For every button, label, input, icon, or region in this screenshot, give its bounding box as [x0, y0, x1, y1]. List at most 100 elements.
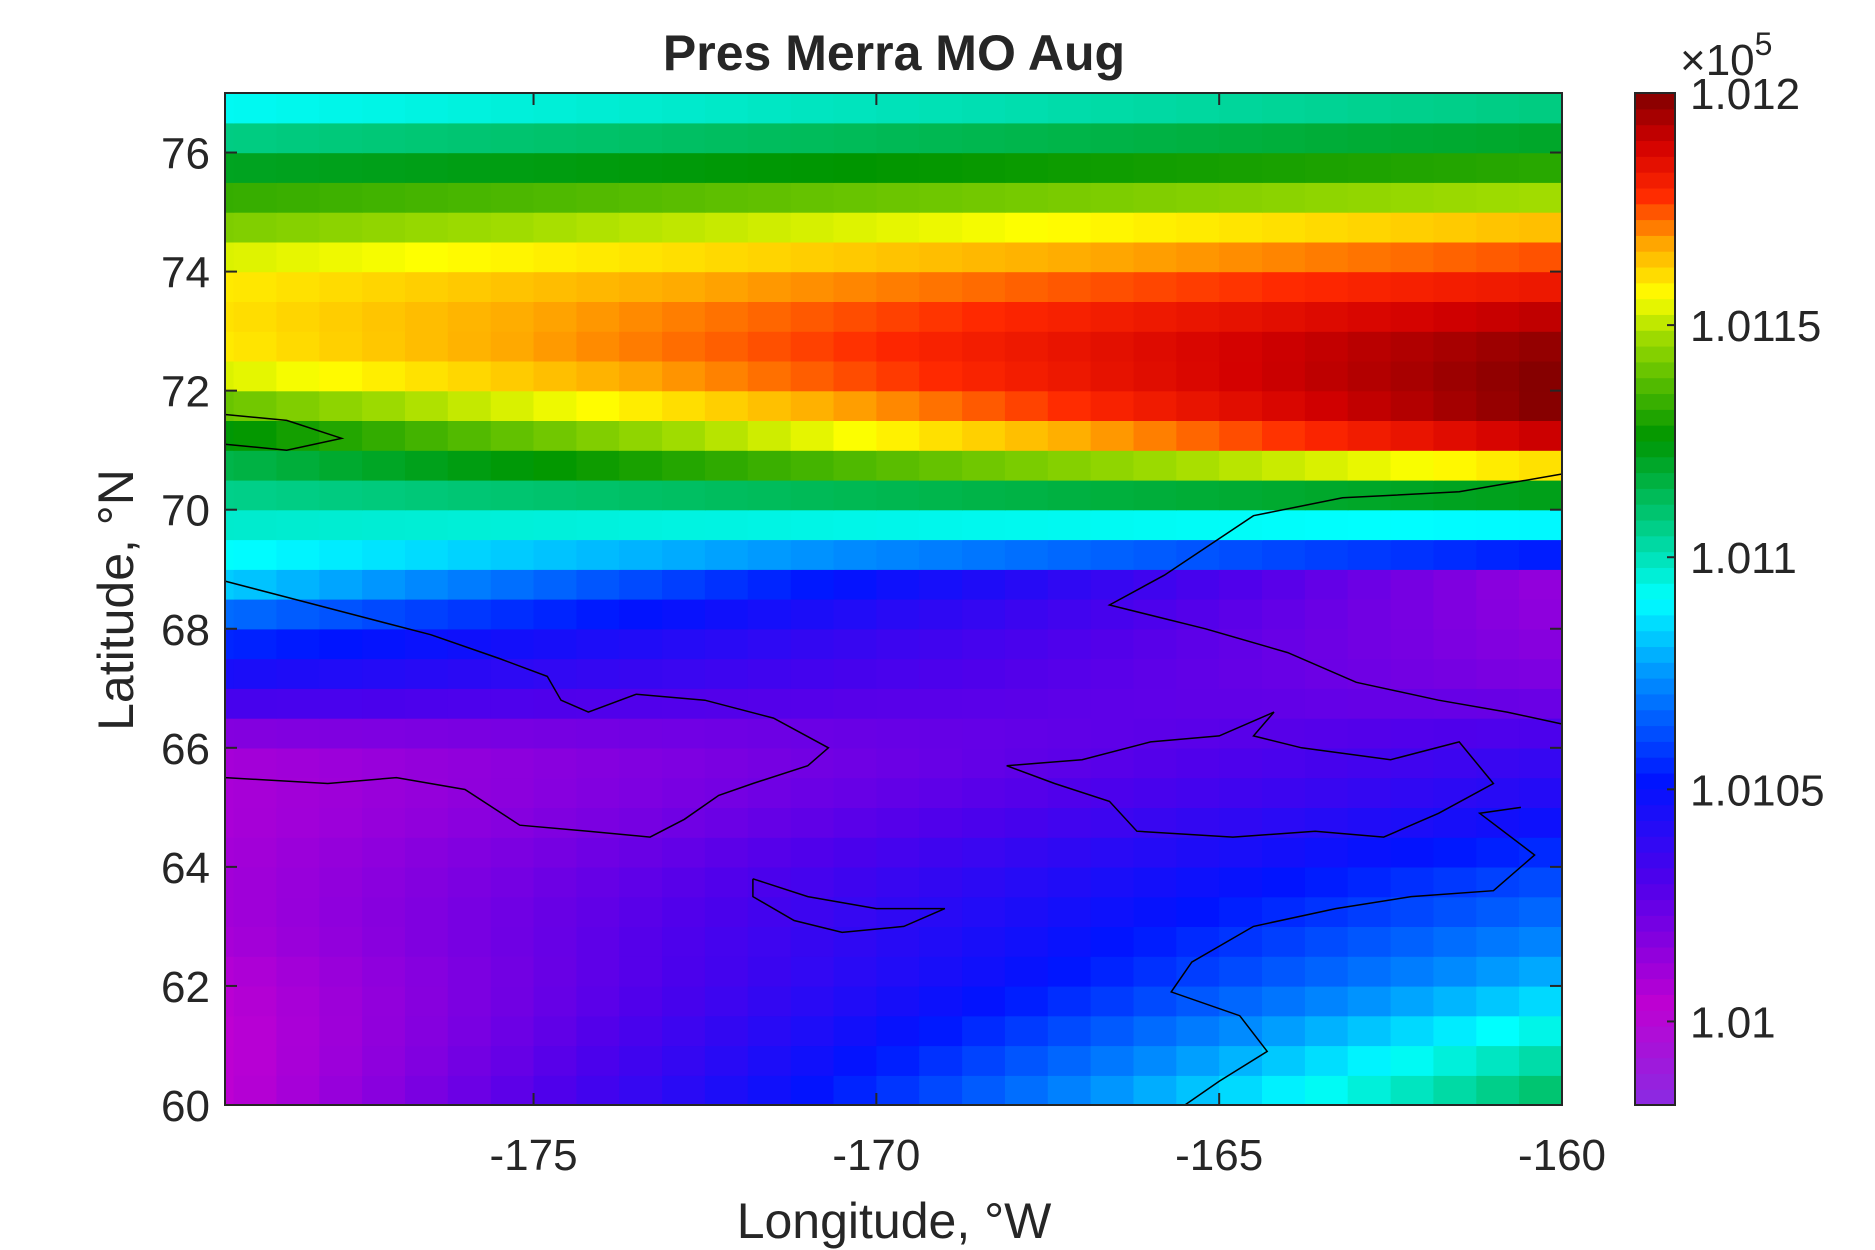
heatmap-cell: [319, 93, 363, 124]
heatmap-cell: [662, 331, 706, 362]
heatmap-cell: [919, 985, 963, 1017]
heatmap-cell: [405, 896, 449, 927]
heatmap-cell: [962, 93, 1006, 124]
heatmap-cell: [1133, 569, 1177, 600]
heatmap-cell: [233, 241, 278, 273]
heatmap-cell: [1476, 152, 1520, 183]
colorbar-band: [1635, 93, 1675, 110]
heatmap-cell: [1433, 718, 1477, 749]
heatmap-cell: [225, 985, 235, 1017]
heatmap-cell: [1133, 152, 1177, 183]
heatmap-cell: [1133, 1075, 1177, 1106]
heatmap-cell: [1219, 807, 1263, 838]
heatmap-cell: [790, 360, 835, 392]
heatmap-cell: [576, 182, 620, 213]
heatmap-cell: [1262, 122, 1306, 154]
heatmap-cell: [747, 688, 792, 719]
heatmap-cell: [1004, 807, 1049, 838]
heatmap-cell: [1390, 509, 1435, 541]
heatmap-cell: [319, 271, 363, 302]
heatmap-cell: [233, 93, 278, 124]
heatmap-cell: [1090, 1015, 1135, 1047]
heatmap-cell: [447, 896, 492, 927]
heatmap-cell: [490, 866, 535, 898]
heatmap-cell: [747, 1015, 792, 1047]
heatmap-cell: [1390, 985, 1435, 1017]
heatmap-cell: [490, 479, 535, 511]
heatmap-cell: [662, 866, 706, 898]
heatmap-cell: [876, 866, 920, 898]
heatmap-cell: [225, 1015, 235, 1047]
heatmap-cell: [790, 212, 835, 243]
heatmap-cell: [619, 331, 663, 362]
heatmap-cell: [1176, 479, 1220, 511]
colorbar-band: [1635, 899, 1675, 916]
heatmap-cell: [1347, 331, 1392, 362]
heatmap-cell: [233, 956, 278, 987]
heatmap-cell: [1519, 450, 1563, 481]
heatmap-cell: [362, 777, 406, 808]
heatmap-cell: [362, 360, 406, 392]
y-tick-label: 72: [161, 368, 210, 417]
colorbar: [1635, 93, 1675, 1106]
heatmap-cell: [619, 1045, 663, 1076]
heatmap-cell: [1347, 420, 1392, 451]
heatmap-cell: [1304, 896, 1349, 927]
heatmap-cell: [1090, 420, 1135, 451]
heatmap-cell: [576, 331, 620, 362]
colorbar-band: [1635, 725, 1675, 742]
heatmap-cell: [662, 926, 706, 957]
heatmap-cell: [747, 152, 792, 183]
heatmap-cell: [1176, 569, 1220, 600]
heatmap-cell: [919, 539, 963, 570]
heatmap-cell: [233, 747, 278, 779]
heatmap-cell: [1176, 152, 1220, 183]
x-tick-label: -170: [832, 1131, 920, 1180]
heatmap-cell: [319, 390, 363, 421]
heatmap-cell: [447, 658, 492, 689]
heatmap-cell: [1519, 658, 1563, 689]
heatmap-cell: [276, 718, 320, 749]
heatmap-cell: [619, 569, 663, 600]
heatmap-cell: [533, 718, 577, 749]
heatmap-cell: [362, 1015, 406, 1047]
heatmap-cell: [362, 896, 406, 927]
heatmap-cell: [1133, 360, 1177, 392]
heatmap-cell: [225, 450, 235, 481]
colorbar-band: [1635, 156, 1675, 173]
heatmap-cell: [1519, 926, 1563, 957]
heatmap-cell: [576, 747, 620, 779]
heatmap-cell: [833, 182, 877, 213]
heatmap-cell: [1004, 1045, 1049, 1076]
heatmap-cell: [962, 926, 1006, 957]
heatmap-cell: [747, 985, 792, 1017]
heatmap-cell: [1304, 331, 1349, 362]
heatmap-cell: [1004, 718, 1049, 749]
colorbar-band: [1635, 203, 1675, 221]
heatmap-cell: [362, 688, 406, 719]
heatmap-cells: [225, 93, 1563, 1106]
heatmap-cell: [619, 837, 663, 868]
heatmap-cell: [233, 985, 278, 1017]
heatmap-cell: [1004, 926, 1049, 957]
heatmap-cell: [1347, 360, 1392, 392]
heatmap-cell: [747, 331, 792, 362]
heatmap-cell: [962, 569, 1006, 600]
heatmap-cell: [447, 718, 492, 749]
heatmap-cell: [876, 479, 920, 511]
heatmap-cell: [1133, 837, 1177, 868]
coastline-layer: [224, 413, 1563, 1106]
colorbar-band: [1635, 519, 1675, 537]
heatmap-cell: [1047, 747, 1092, 779]
heatmap-cell: [1304, 450, 1349, 481]
heatmap-cell: [790, 479, 835, 511]
heatmap-cell: [1133, 390, 1177, 421]
heatmap-cell: [962, 658, 1006, 689]
colorbar-band: [1635, 867, 1675, 885]
heatmap-cell: [662, 837, 706, 868]
heatmap-cell: [405, 93, 449, 124]
heatmap-cell: [833, 93, 877, 124]
heatmap-cell: [533, 241, 577, 273]
heatmap-cell: [662, 599, 706, 630]
heatmap-cell: [276, 509, 320, 541]
